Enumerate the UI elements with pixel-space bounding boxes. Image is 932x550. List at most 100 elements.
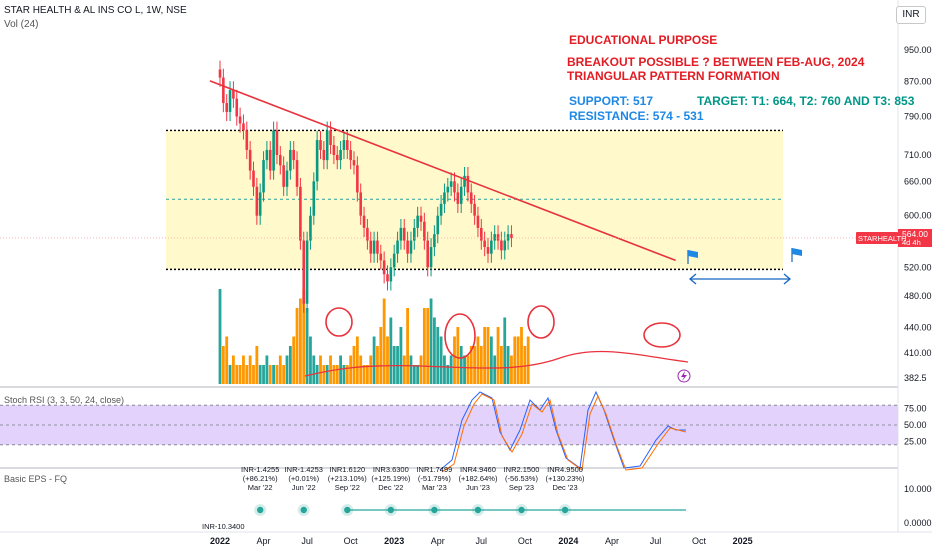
volume-bar	[218, 289, 222, 384]
candle-body	[382, 260, 386, 275]
volume-bar	[489, 336, 493, 384]
candle-body	[439, 203, 443, 216]
eps-change: (+182.64%)	[458, 474, 497, 483]
volume-bar	[389, 317, 393, 384]
eps-change: (-51.79%)	[418, 474, 451, 483]
volume-spike-circle	[325, 307, 353, 337]
eps-period: Dec '22	[378, 483, 403, 492]
price-tick-label: 950.00	[904, 45, 932, 55]
currency-button[interactable]: INR	[896, 6, 926, 24]
candle-body	[235, 98, 239, 117]
volume-bar	[309, 336, 312, 384]
time-axis-label: Jul	[301, 536, 313, 546]
candle-body	[409, 240, 413, 254]
eps-value: INR4.9500	[547, 465, 583, 474]
symbol-tag	[856, 231, 898, 244]
eps-change: (-56.53%)	[505, 474, 538, 483]
stoch-rsi-band	[0, 405, 898, 445]
volume-bar	[265, 355, 269, 384]
candle-body	[356, 165, 359, 193]
volume-bar	[409, 355, 413, 384]
annotation-breakout: BREAKOUT POSSIBLE ? BETWEEN FEB-AUG, 202…	[567, 55, 865, 69]
eps-period: Jun '22	[292, 483, 316, 492]
time-axis-label: Apr	[431, 536, 445, 546]
volume-spike-circle	[527, 305, 555, 339]
volume-bar	[345, 365, 349, 384]
candle-body	[376, 240, 379, 254]
candle-body	[369, 240, 373, 254]
candle-body	[222, 77, 225, 104]
volume-bar	[349, 355, 353, 384]
volume-bar	[516, 336, 520, 384]
eps-point-halo	[297, 504, 310, 516]
volume-bar	[473, 346, 476, 384]
candle-body	[469, 192, 473, 204]
volume-bar	[382, 298, 386, 384]
volume-bar	[402, 355, 406, 384]
candle-body	[506, 234, 510, 241]
annotation-resistance: RESISTANCE: 574 - 531	[569, 109, 704, 123]
volume-bar	[245, 365, 249, 384]
volume-bar	[459, 346, 463, 384]
candle-body	[329, 130, 332, 145]
time-axis-label: 2023	[384, 536, 404, 546]
annotation-educational: EDUCATIONAL PURPOSE	[569, 33, 717, 47]
candle-body	[272, 130, 275, 171]
symbol-tag-label: STARHEALTH	[858, 234, 906, 243]
volume-bar	[433, 317, 436, 384]
volume-bar	[446, 365, 450, 384]
eps-change: (+213.10%)	[328, 474, 367, 483]
volume-bar	[329, 355, 332, 384]
price-tick-label: 520.00	[904, 262, 932, 272]
volume-spike-circle	[444, 313, 476, 359]
volume-bar	[242, 355, 245, 384]
candle-body	[362, 215, 366, 228]
candle-body	[453, 181, 456, 193]
volume-bar	[342, 365, 346, 384]
volume-bar	[503, 317, 507, 384]
candle-body	[255, 186, 259, 216]
eps-point-halo	[559, 504, 572, 516]
candle-body	[459, 186, 463, 204]
volume-bar	[422, 308, 426, 384]
eps-change: (+130.23%)	[546, 474, 585, 483]
eps-point-halo	[254, 504, 267, 516]
candle-body	[426, 240, 429, 268]
candle-body	[392, 253, 396, 268]
time-axis-label: Apr	[257, 536, 271, 546]
candle-body	[258, 192, 262, 216]
time-axis-label: Oct	[692, 536, 707, 546]
eps-value: INR-1.4253	[285, 465, 323, 474]
candle-body	[268, 149, 272, 171]
candle-body	[423, 221, 426, 241]
price-tick-label: 410.00	[904, 348, 932, 358]
volume-bar	[406, 308, 409, 384]
candle-body	[483, 240, 486, 248]
volume-bar	[255, 346, 259, 384]
candle-body	[319, 140, 322, 150]
candle-body	[419, 215, 423, 222]
eps-change: (+0.01%)	[288, 474, 319, 483]
volume-bar	[469, 346, 473, 384]
volume-bar	[335, 365, 339, 384]
volume-bar	[526, 336, 530, 384]
volume-bar	[453, 336, 456, 384]
volume-bar	[322, 365, 326, 384]
volume-bar	[463, 355, 466, 384]
flag-cloth	[688, 250, 698, 258]
annotation-target: TARGET: T1: 664, T2: 760 AND T3: 853	[697, 94, 915, 108]
volume-bar	[493, 355, 497, 384]
volume-bar	[225, 336, 229, 384]
volume-bar	[262, 365, 265, 384]
candle-body	[299, 186, 302, 241]
candle-body	[242, 123, 245, 131]
candle-body	[463, 175, 466, 187]
candle-body	[252, 170, 255, 187]
candle-body	[406, 240, 409, 254]
eps-point-halo	[384, 504, 397, 516]
volume-bar	[299, 298, 302, 384]
eps-point	[300, 506, 307, 514]
volume-bar	[506, 346, 510, 384]
candle-body	[399, 227, 403, 241]
